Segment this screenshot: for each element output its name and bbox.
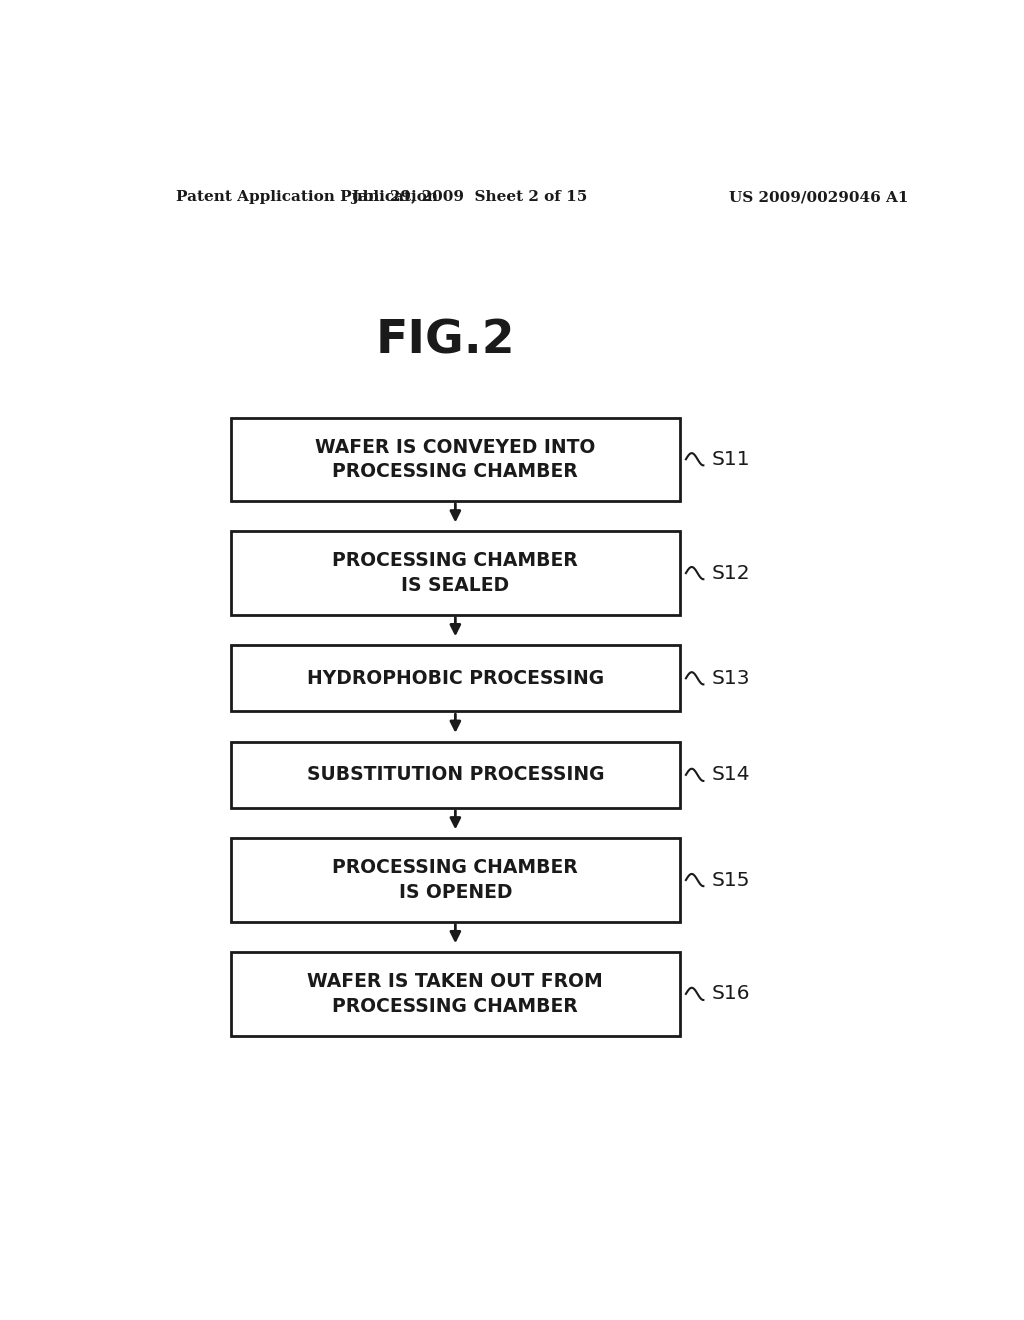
- Bar: [231, 532, 680, 615]
- Text: SUBSTITUTION PROCESSING: SUBSTITUTION PROCESSING: [306, 766, 604, 784]
- Text: Patent Application Publication: Patent Application Publication: [176, 190, 437, 205]
- Text: S11: S11: [712, 450, 750, 469]
- Text: S13: S13: [712, 669, 750, 688]
- Text: WAFER IS CONVEYED INTO
PROCESSING CHAMBER: WAFER IS CONVEYED INTO PROCESSING CHAMBE…: [315, 438, 596, 480]
- Text: FIG.2: FIG.2: [376, 319, 515, 364]
- Text: S15: S15: [712, 871, 750, 890]
- Bar: [231, 645, 680, 711]
- Text: Jan. 29, 2009  Sheet 2 of 15: Jan. 29, 2009 Sheet 2 of 15: [351, 190, 588, 205]
- Text: PROCESSING CHAMBER
IS OPENED: PROCESSING CHAMBER IS OPENED: [333, 858, 579, 902]
- Text: S12: S12: [712, 564, 750, 582]
- Text: WAFER IS TAKEN OUT FROM
PROCESSING CHAMBER: WAFER IS TAKEN OUT FROM PROCESSING CHAMB…: [307, 973, 603, 1015]
- Text: S16: S16: [712, 985, 750, 1003]
- Text: PROCESSING CHAMBER
IS SEALED: PROCESSING CHAMBER IS SEALED: [333, 552, 579, 595]
- Bar: [231, 742, 680, 808]
- Bar: [231, 838, 680, 921]
- Bar: [231, 952, 680, 1036]
- Text: HYDROPHOBIC PROCESSING: HYDROPHOBIC PROCESSING: [307, 669, 604, 688]
- Text: US 2009/0029046 A1: US 2009/0029046 A1: [729, 190, 908, 205]
- Text: S14: S14: [712, 766, 750, 784]
- Bar: [231, 417, 680, 500]
